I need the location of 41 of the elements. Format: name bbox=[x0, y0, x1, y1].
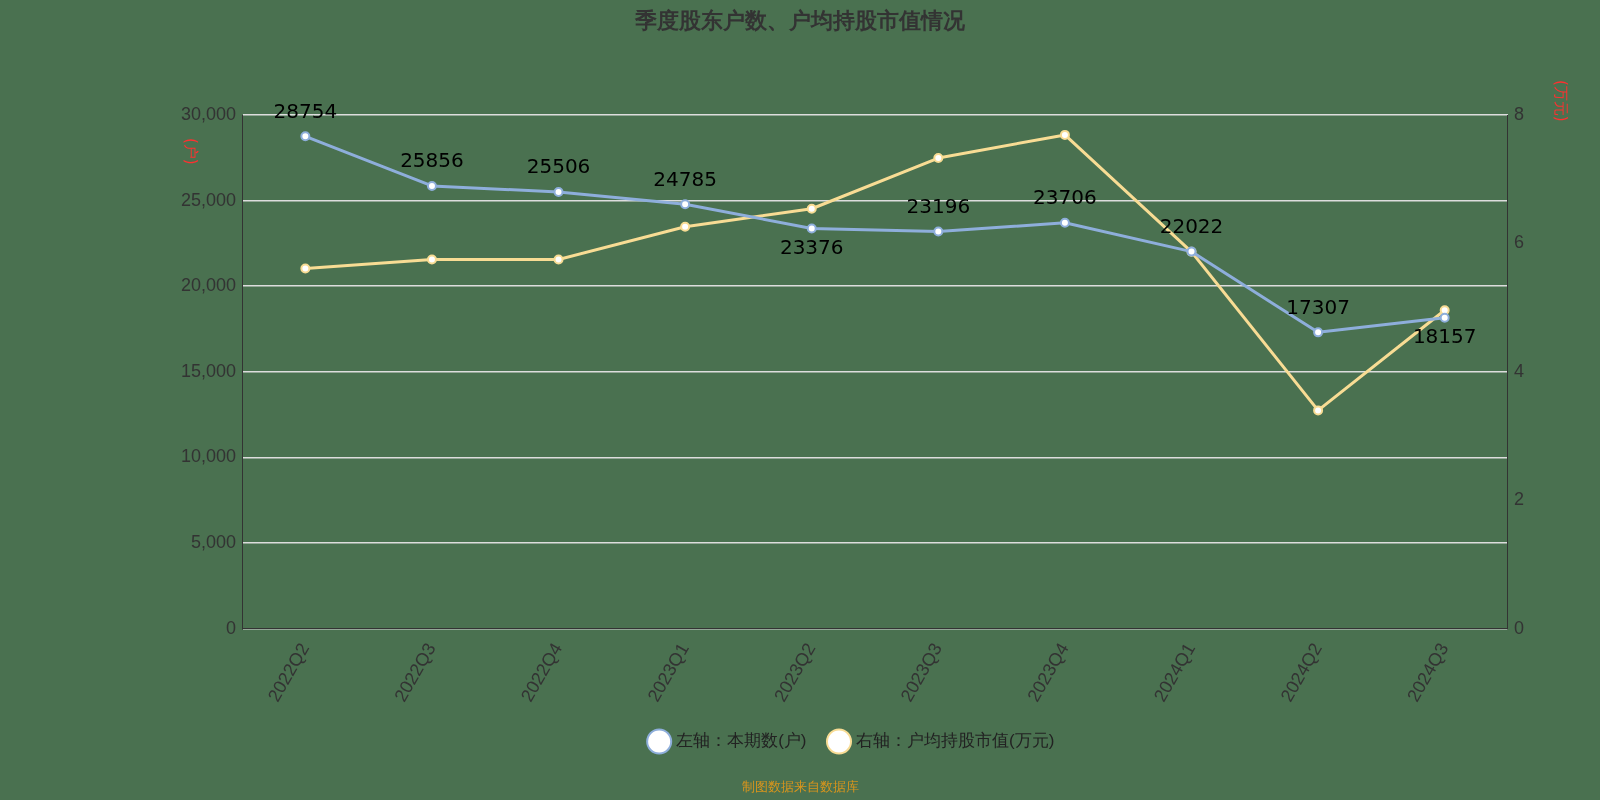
data-label: 23376 bbox=[779, 234, 844, 259]
text: 制图数据来自数据库 bbox=[740, 778, 860, 796]
point bbox=[933, 226, 944, 237]
y-tick-label: 20,000 bbox=[180, 275, 237, 296]
data-label: 17307 bbox=[1286, 294, 1350, 319]
point bbox=[1313, 327, 1324, 338]
point bbox=[933, 153, 944, 164]
point bbox=[1059, 217, 1070, 228]
point bbox=[680, 199, 691, 210]
data-label: 24785 bbox=[653, 166, 717, 191]
point bbox=[426, 180, 437, 191]
point bbox=[806, 223, 817, 234]
y-tick-label: 30,000 bbox=[180, 103, 237, 124]
data-label: 18157 bbox=[1412, 324, 1477, 349]
point bbox=[300, 131, 311, 142]
legend-label: 右轴：户均持股市值(万元) bbox=[856, 731, 1055, 751]
legend-label: 左轴：本期数(户) bbox=[676, 731, 807, 751]
y-tick-label: 0 bbox=[226, 617, 237, 638]
data-label: 25856 bbox=[400, 148, 464, 173]
point bbox=[1313, 405, 1324, 416]
y2-tick-label: 2 bbox=[1513, 489, 1524, 510]
y-tick-label: 10,000 bbox=[180, 446, 237, 467]
y-axis-title: (户) bbox=[181, 138, 200, 165]
y-tick-label: 5,000 bbox=[191, 532, 237, 553]
point bbox=[806, 203, 817, 214]
y-tick-label: 25,000 bbox=[180, 189, 237, 210]
point bbox=[553, 254, 564, 265]
point bbox=[426, 254, 437, 265]
y2-tick-label: 8 bbox=[1513, 103, 1524, 124]
point bbox=[553, 186, 564, 197]
point bbox=[1439, 312, 1450, 323]
y2-tick-label: 6 bbox=[1513, 232, 1524, 253]
data-label: 25506 bbox=[526, 154, 591, 179]
y-tick-label: 15,000 bbox=[180, 360, 237, 381]
y2-tick-label: 4 bbox=[1513, 360, 1524, 381]
point bbox=[300, 263, 311, 274]
y2-axis-title: (万元) bbox=[1551, 80, 1570, 122]
point bbox=[680, 221, 691, 232]
point bbox=[1059, 129, 1070, 140]
chart-title: 季度股东户数、户均持股市值情况 bbox=[634, 7, 966, 35]
y2-tick-label: 0 bbox=[1513, 617, 1524, 638]
